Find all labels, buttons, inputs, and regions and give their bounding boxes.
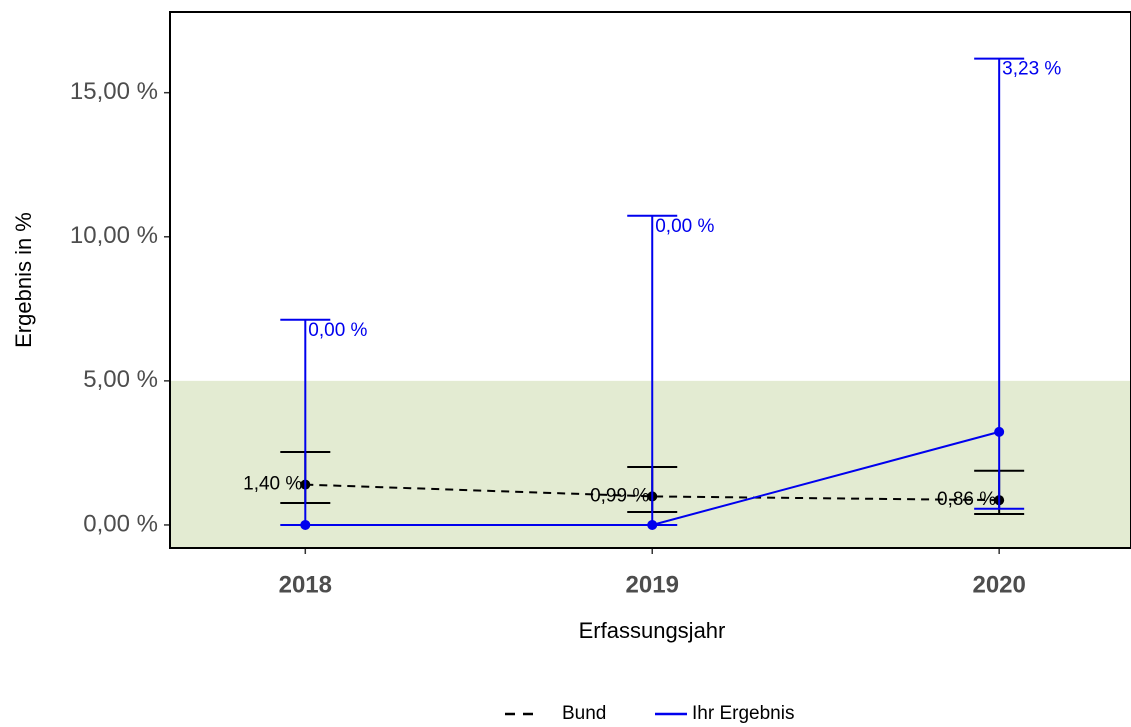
value-label: 0,86 % bbox=[937, 489, 996, 510]
y-tick-label: 15,00 % bbox=[70, 78, 158, 105]
plot-frame bbox=[169, 11, 1131, 549]
x-tick-label: 2020 bbox=[972, 571, 1025, 598]
point bbox=[647, 519, 658, 530]
x-tick-label: 2019 bbox=[626, 571, 679, 598]
point bbox=[994, 426, 1005, 437]
value-label: 0,00 % bbox=[308, 320, 367, 341]
value-label: 3,23 % bbox=[1002, 59, 1061, 80]
y-tick-label: 10,00 % bbox=[70, 222, 158, 249]
legend-label: Bund bbox=[562, 703, 606, 724]
series-line bbox=[305, 483, 1000, 502]
y-tick-label: 5,00 % bbox=[83, 366, 158, 393]
point bbox=[300, 519, 311, 530]
y-axis-label: Ergebnis in % bbox=[11, 212, 36, 348]
value-label: 1,40 % bbox=[243, 474, 302, 495]
x-axis-label: Erfassungsjahr bbox=[579, 618, 726, 643]
value-label: 0,00 % bbox=[655, 216, 714, 237]
reference-band bbox=[170, 380, 1131, 548]
value-label: 0,99 % bbox=[590, 485, 649, 506]
legend-label: Ihr Ergebnis bbox=[692, 703, 794, 724]
x-tick-label: 2018 bbox=[279, 571, 332, 598]
y-tick-label: 0,00 % bbox=[83, 510, 158, 537]
